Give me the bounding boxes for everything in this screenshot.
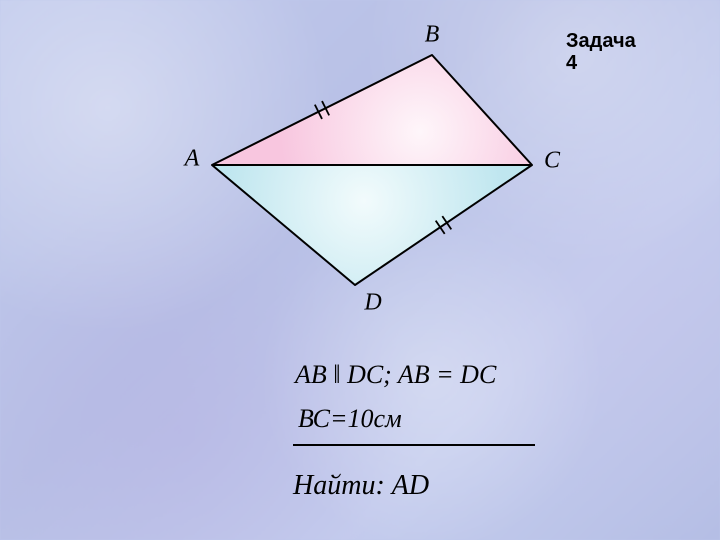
find-line: Найти: АD bbox=[293, 470, 429, 502]
given-line-2: ВС=10см bbox=[298, 404, 402, 434]
point-label-D: D bbox=[364, 290, 381, 317]
divider-rule bbox=[293, 444, 535, 446]
point-label-B: B bbox=[425, 22, 440, 49]
point-label-C: C bbox=[544, 148, 560, 175]
geometry-figure bbox=[0, 0, 720, 540]
task-line1: Задача bbox=[566, 30, 636, 52]
given-line-1: AB ǁ DC; AB = DC bbox=[295, 360, 496, 390]
point-label-A: A bbox=[185, 146, 200, 173]
task-line2: 4 bbox=[566, 52, 636, 74]
task-title: Задача 4 bbox=[566, 30, 636, 74]
